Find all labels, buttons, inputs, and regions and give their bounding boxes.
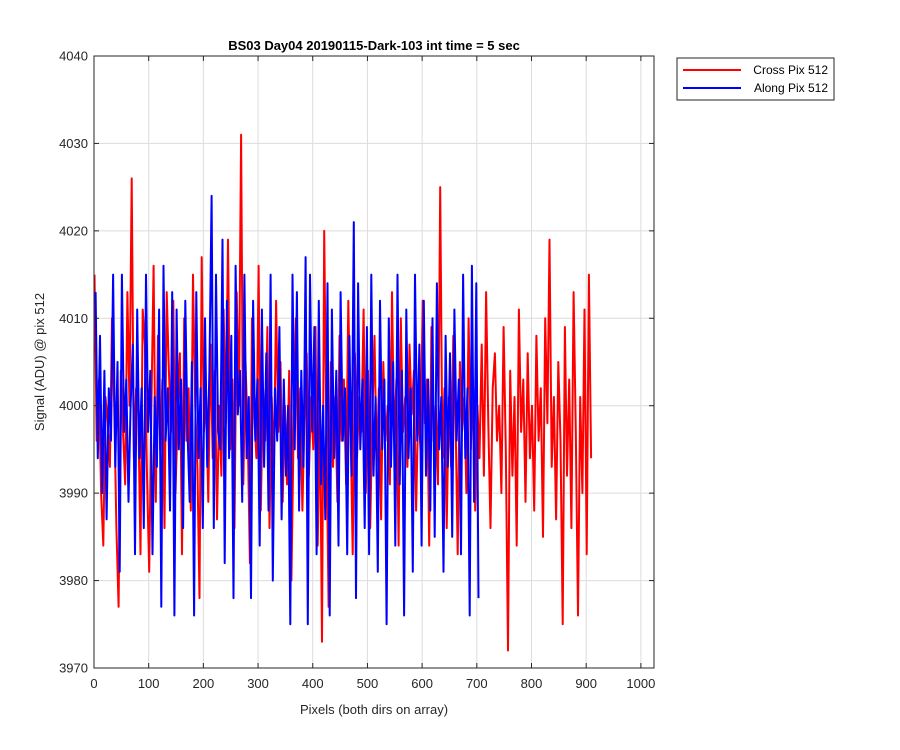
- series-line-along: [94, 194, 480, 626]
- legend: Cross Pix 512 Along Pix 512: [676, 57, 835, 101]
- x-tick-label: 300: [247, 676, 269, 691]
- x-tick-label: 100: [138, 676, 160, 691]
- y-tick-label: 4030: [59, 136, 88, 151]
- x-tick-label: 700: [466, 676, 488, 691]
- legend-box: [676, 57, 835, 101]
- y-tick-label: 3970: [59, 661, 88, 676]
- legend-entry-along: Along Pix 512: [754, 81, 828, 95]
- axes-box: [93, 55, 655, 669]
- x-tick-label: 200: [193, 676, 215, 691]
- legend-entry-cross: Cross Pix 512: [753, 63, 828, 77]
- plot-series: [93, 133, 593, 652]
- x-axis-label: Pixels (both dirs on array): [300, 702, 448, 717]
- x-tick-label: 900: [575, 676, 597, 691]
- x-tick-label: 0: [90, 676, 97, 691]
- x-tick-label: 500: [357, 676, 379, 691]
- y-tick-label: 4010: [59, 311, 88, 326]
- x-tick-label: 600: [411, 676, 433, 691]
- x-tick-label: 1000: [626, 676, 655, 691]
- y-tick-label: 3980: [59, 573, 88, 588]
- y-axis-ticks: 3970 3980 3990 4000 4010 4020 4030 4040: [59, 49, 654, 676]
- y-tick-label: 4040: [59, 49, 88, 64]
- y-tick-label: 4020: [59, 223, 88, 238]
- y-axis-label: Signal (ADU) @ pix 512: [32, 293, 47, 431]
- x-axis-ticks: 0 100 200 300 400 500 600 700 800 900 1000: [90, 56, 655, 691]
- y-tick-label: 4000: [59, 398, 88, 413]
- y-tick-label: 3990: [59, 486, 88, 501]
- chart-title: BS03 Day04 20190115-Dark-103 int time = …: [228, 38, 520, 53]
- x-tick-label: 800: [521, 676, 543, 691]
- x-tick-label: 400: [302, 676, 324, 691]
